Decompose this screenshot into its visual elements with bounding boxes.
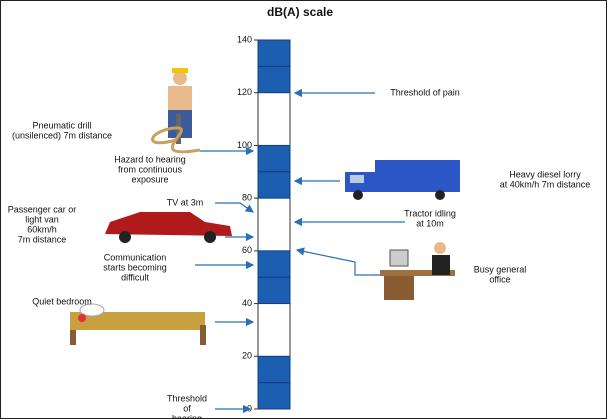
- office-label: Busy general: [474, 264, 527, 274]
- threshold-of-hearing-label: of: [183, 403, 191, 413]
- hazard-label: Hazard to hearing: [114, 154, 186, 164]
- tick-label: 20: [242, 351, 252, 361]
- tick-label: 80: [242, 193, 252, 203]
- diagram: dB(A) scale 140 120 100 80 60 40 20 0 Threshold…: [0, 0, 607, 419]
- tv-label: TV at 3m: [167, 197, 204, 207]
- tractor-label: Tractor idling: [404, 208, 456, 218]
- threshold-of-pain-label: Threshold of pain: [390, 87, 460, 97]
- bedroom-label: Quiet bedroom: [32, 296, 92, 306]
- communication-label: Communication: [104, 252, 167, 262]
- tick-label: 40: [242, 298, 252, 308]
- pneumatic-drill-label: Pneumatic drill: [32, 120, 91, 130]
- frame: [1, 1, 607, 419]
- communication-label: difficult: [121, 272, 149, 282]
- threshold-of-hearing-label: Threshold: [167, 393, 207, 403]
- car-label: 7m distance: [18, 234, 67, 244]
- car-label: Passenger car or: [8, 204, 77, 214]
- tractor-label: at 10m: [416, 218, 444, 228]
- hazard-label: from continuous: [118, 164, 183, 174]
- threshold-of-hearing-label: hearing: [172, 413, 202, 419]
- lorry-label: at 40km/h 7m distance: [500, 179, 591, 189]
- pneumatic-drill-label: (unsilenced) 7m distance: [12, 130, 112, 140]
- tick-label: 0: [247, 403, 252, 413]
- lorry-label: Heavy diesel lorry: [509, 169, 581, 179]
- scale-column: [258, 40, 290, 409]
- car-label: light van: [25, 214, 59, 224]
- tick-label: 140: [237, 34, 252, 44]
- tick-label: 100: [237, 140, 252, 150]
- tick-label: 60: [242, 245, 252, 255]
- communication-label: starts becoming: [103, 262, 167, 272]
- tick-label: 120: [237, 87, 252, 97]
- car-label: 60km/h: [27, 224, 57, 234]
- hazard-label: exposure: [131, 174, 168, 184]
- office-label: office: [489, 274, 510, 284]
- title: dB(A) scale: [267, 5, 333, 19]
